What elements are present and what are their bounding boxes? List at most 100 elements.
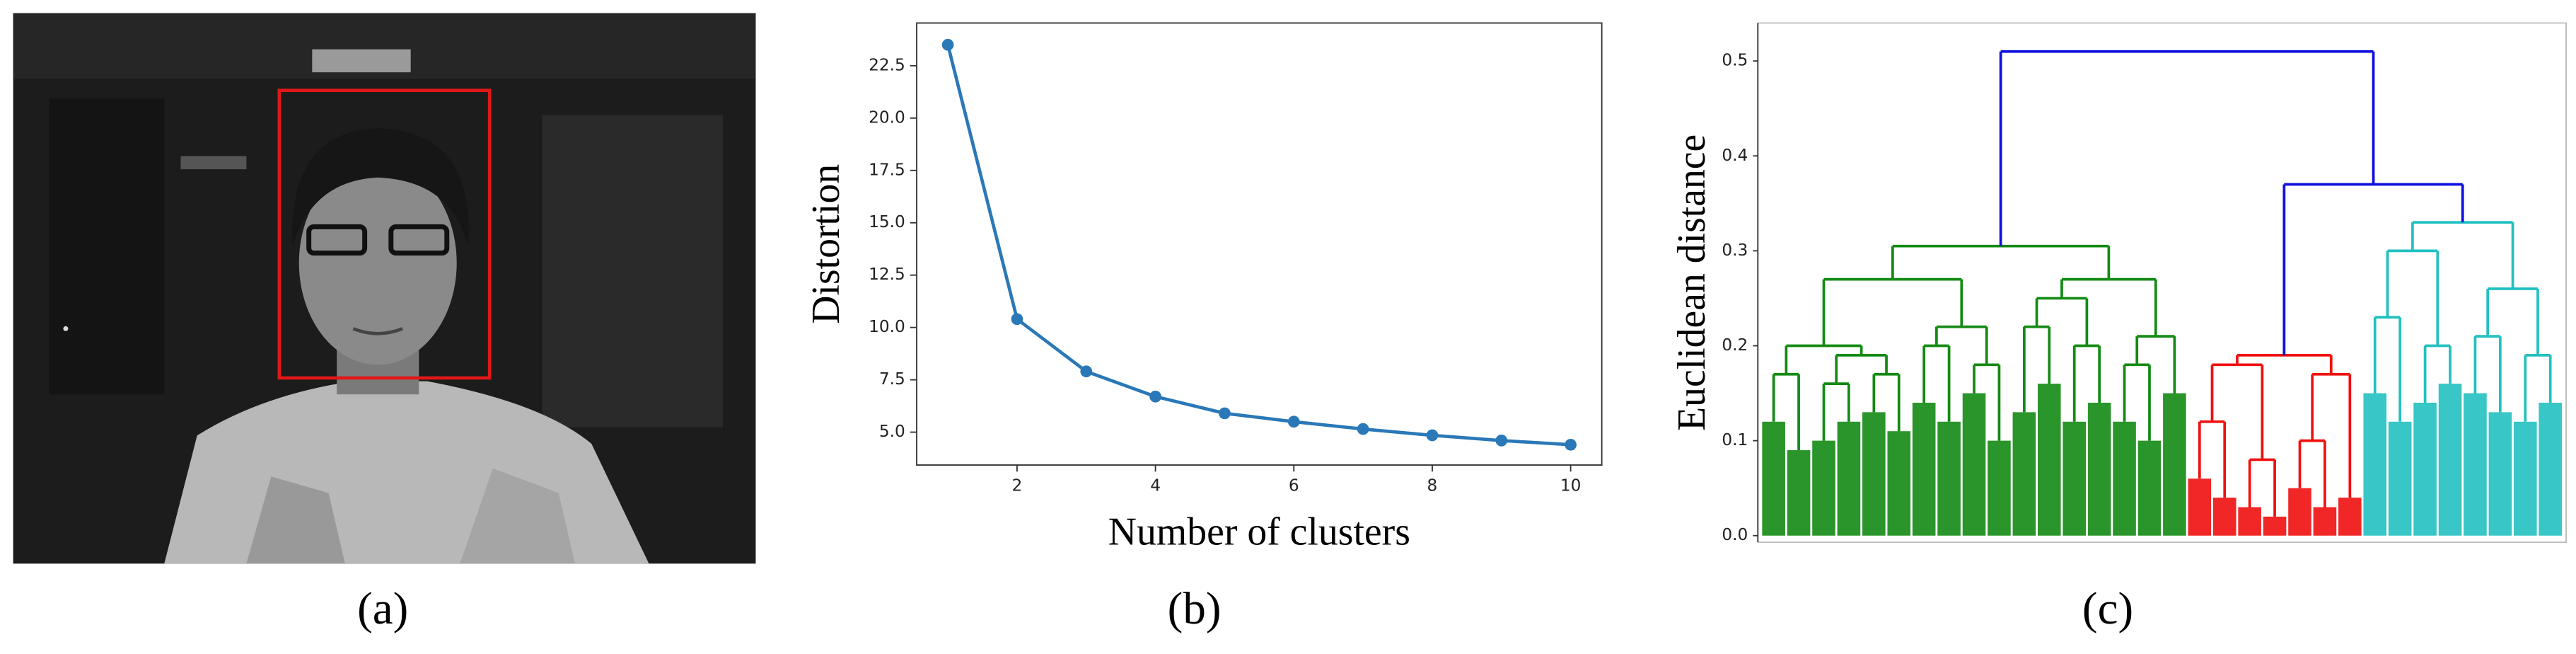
point: [1080, 365, 1093, 378]
point: [1495, 435, 1508, 447]
leaf-cluster: [2263, 516, 2287, 536]
y-axis-label: Euclidean distance: [1670, 134, 1714, 431]
link: [2386, 249, 2439, 346]
link: [1822, 277, 1963, 346]
y-tick-label: 0.0: [1722, 525, 1748, 544]
leaf-cluster: [1962, 393, 1986, 536]
link: [1922, 344, 1951, 422]
leaf-cluster: [1912, 402, 1936, 536]
point: [1011, 313, 1023, 326]
link: [2311, 372, 2352, 498]
leaf-cluster: [1837, 421, 1861, 536]
point: [1287, 415, 1300, 428]
point: [1357, 423, 1369, 435]
link: [1822, 382, 1850, 441]
y-tick-label: 0.3: [1722, 241, 1748, 260]
leaf-cluster: [2539, 402, 2563, 536]
leaf-cluster: [2363, 393, 2387, 536]
link: [2060, 277, 2157, 337]
link: [2210, 363, 2264, 460]
x-tick-label: 6: [1289, 476, 1299, 495]
leaf-cluster: [2012, 412, 2036, 536]
y-tick-label: 0.1: [1722, 430, 1748, 449]
link: [2023, 325, 2051, 413]
y-tick-label: 10.0: [869, 317, 905, 336]
link: [2035, 297, 2089, 346]
link: [2473, 335, 2502, 413]
link: [1891, 244, 2111, 280]
x-tick-label: 2: [1012, 476, 1023, 495]
link: [2423, 344, 2452, 403]
y-axis-label: Distortion: [804, 164, 848, 324]
point: [1565, 438, 1577, 451]
leaf-cluster: [1887, 431, 1911, 536]
y-tick-label: 0.5: [1722, 51, 1748, 70]
leaf-cluster: [2438, 384, 2462, 536]
y-tick-label: 20.0: [869, 108, 905, 127]
leaf-cluster: [2212, 498, 2236, 536]
leaf-cluster: [2113, 421, 2136, 536]
link: [2236, 354, 2333, 374]
y-tick-label: 17.5: [869, 160, 905, 179]
leaf-cluster: [2137, 440, 2162, 536]
y-tick-label: 15.0: [869, 212, 905, 231]
leaf-cluster: [1937, 421, 1961, 536]
leaf-cluster: [2163, 393, 2186, 536]
y-tick-label: 5.0: [879, 422, 905, 441]
leaf-cluster: [2238, 507, 2261, 536]
link: [2411, 221, 2514, 289]
leaf-cluster: [2388, 421, 2412, 536]
point: [1426, 429, 1439, 442]
point: [1219, 407, 1231, 420]
link: [2282, 183, 2464, 355]
leaf-cluster: [2464, 393, 2487, 536]
leaf-cluster: [2087, 402, 2111, 536]
link: [2198, 420, 2227, 498]
leaf-cluster: [1988, 440, 2011, 536]
link: [1872, 372, 1901, 432]
link: [1935, 325, 1988, 365]
leaf-cluster: [1762, 421, 1785, 536]
y-tick-label: 12.5: [869, 265, 905, 284]
link: [1973, 363, 2001, 441]
x-tick-label: 10: [1560, 476, 1582, 495]
leaf-cluster: [2188, 478, 2212, 536]
y-tick-label: 7.5: [879, 369, 905, 389]
y-tick-label: 22.5: [869, 55, 905, 74]
link: [1785, 344, 1863, 374]
x-tick-label: 4: [1150, 476, 1161, 495]
leaf-cluster: [2338, 498, 2362, 536]
leaf-cluster: [1812, 440, 1835, 536]
leaf-cluster: [2513, 421, 2537, 536]
link: [2072, 344, 2101, 422]
link: [2135, 335, 2176, 394]
leaf-cluster: [2288, 488, 2311, 536]
x-tick-label: 8: [1427, 476, 1438, 495]
leaf-cluster: [2488, 412, 2512, 536]
leaf-cluster: [2037, 384, 2061, 536]
point: [941, 38, 954, 51]
plot-frame: [916, 22, 1603, 466]
link: [1835, 354, 1888, 384]
leaf-cluster: [2413, 402, 2437, 536]
leaf-cluster: [1787, 450, 1811, 536]
link: [2373, 316, 2402, 422]
leaf-cluster: [2313, 507, 2337, 536]
panel-label: (c): [2082, 583, 2133, 634]
link: [2123, 363, 2151, 441]
plot-frame: [1758, 22, 2567, 544]
panel-label: (a): [357, 583, 408, 634]
x-axis-label: Number of clusters: [1108, 510, 1410, 554]
link: [2486, 287, 2539, 355]
photo: [13, 13, 756, 564]
y-tick-label: 0.2: [1722, 335, 1748, 355]
point: [1149, 390, 1161, 403]
link: [1999, 50, 2375, 246]
line: [946, 44, 1571, 447]
y-tick-label: 0.4: [1722, 146, 1748, 165]
leaf-cluster: [1862, 412, 1886, 536]
link: [2524, 354, 2552, 422]
panel-label: (b): [1168, 583, 1222, 634]
